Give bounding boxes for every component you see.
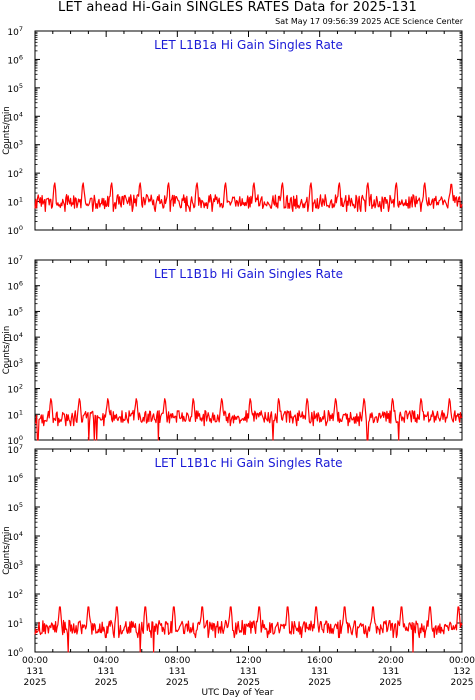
x-tick-label: 2025	[24, 678, 47, 688]
panel-title: LET L1B1c Hi Gain Singles Rate	[154, 456, 342, 470]
page-title: LET ahead Hi-Gain SINGLES RATES Data for…	[58, 0, 417, 15]
series-line	[34, 182, 463, 212]
y-tick-label: 103	[7, 559, 23, 572]
x-tick-label: 12:00	[236, 656, 262, 666]
y-tick-label: 105	[7, 305, 23, 318]
y-tick-label: 100	[7, 646, 23, 659]
x-tick-label: 2025	[95, 678, 118, 688]
x-tick-label: 2025	[451, 678, 474, 688]
x-axis-label: UTC Day of Year	[201, 688, 274, 698]
y-tick-label: 107	[7, 25, 23, 38]
x-tick-label: 131	[240, 667, 257, 677]
x-tick-label: 131	[26, 667, 43, 677]
y-tick-label: 103	[7, 357, 23, 370]
y-tick-label: 102	[7, 588, 23, 601]
y-tick-label: 101	[7, 408, 23, 421]
y-tick-label: 103	[7, 139, 23, 152]
chart-panel-2: 100 101 102 103 104 105 106 107 Counts/min LET L1…	[2, 254, 463, 447]
series-line	[34, 398, 463, 441]
y-tick-label: 101	[7, 196, 23, 209]
y-axis-label: Counts/min	[2, 526, 12, 575]
y-axis-label: Counts/min	[2, 326, 12, 375]
y-tick-label: 104	[7, 331, 23, 344]
x-tick-label: 131	[382, 667, 399, 677]
y-tick-label: 101	[7, 617, 23, 630]
chart-panel-1: 100 101 102 103 104 105 106 107 Counts/min LET L1…	[2, 25, 463, 237]
y-tick-label: 102	[7, 167, 23, 180]
y-tick-label: 107	[7, 254, 23, 267]
x-tick-label: 2025	[237, 678, 260, 688]
x-tick-label: 16:00	[307, 656, 333, 666]
y-tick-label: 104	[7, 530, 23, 543]
x-tick-label: 04:00	[93, 656, 119, 666]
x-tick-label: 20:00	[378, 656, 404, 666]
x-tick-label: 2025	[166, 678, 189, 688]
x-tick-label: 2025	[308, 678, 331, 688]
y-tick-label: 105	[7, 501, 23, 514]
x-tick-label: 131	[98, 667, 115, 677]
y-axis-label: Counts/min	[2, 106, 12, 155]
x-tick-label: 2025	[379, 678, 402, 688]
x-tick-label: 00:00	[449, 656, 475, 666]
y-tick-label: 100	[7, 224, 23, 237]
y-tick-label: 107	[7, 443, 23, 456]
series-line	[34, 606, 463, 653]
panel-title: LET L1B1a Hi Gain Singles Rate	[154, 38, 343, 52]
x-tick-label: 131	[311, 667, 328, 677]
timestamp: Sat May 17 09:56:39 2025 ACE Science Cen…	[275, 17, 463, 26]
y-tick-label: 105	[7, 82, 23, 95]
y-tick-label: 106	[7, 472, 23, 485]
chart-panel-3: 100 101 102 103 104 105 106 107 Counts/min LET L1…	[2, 443, 475, 688]
y-tick-label: 100	[7, 434, 23, 447]
x-tick-label: 132	[453, 667, 470, 677]
x-tick-label: 08:00	[164, 656, 190, 666]
x-tick-label: 00:00	[22, 656, 48, 666]
x-tick-label: 131	[169, 667, 186, 677]
y-tick-label: 102	[7, 383, 23, 396]
y-tick-label: 106	[7, 53, 23, 66]
panel-title: LET L1B1b Hi Gain Singles Rate	[154, 267, 343, 281]
y-tick-label: 106	[7, 280, 23, 293]
y-tick-label: 104	[7, 110, 23, 123]
